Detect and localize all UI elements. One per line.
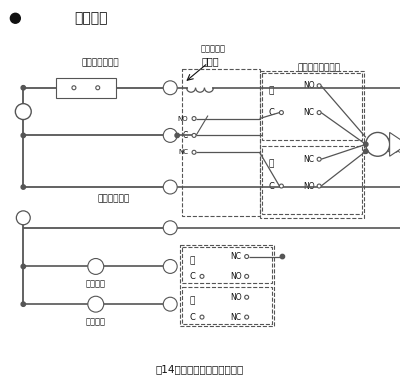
Circle shape <box>10 13 20 23</box>
Circle shape <box>192 150 196 154</box>
Circle shape <box>163 260 177 273</box>
Circle shape <box>200 315 204 319</box>
Text: ⑤: ⑤ <box>167 263 174 270</box>
Circle shape <box>163 81 177 95</box>
Circle shape <box>163 297 177 311</box>
Text: 全開信号: 全開信号 <box>86 318 106 326</box>
Bar <box>261 146 362 214</box>
Bar <box>56 78 115 98</box>
Circle shape <box>21 133 26 137</box>
Circle shape <box>317 184 321 188</box>
Text: 開: 開 <box>269 86 274 95</box>
Circle shape <box>279 111 284 114</box>
Circle shape <box>192 117 196 121</box>
Circle shape <box>245 255 249 258</box>
Text: 配線端子: 配線端子 <box>74 11 107 25</box>
Polygon shape <box>390 132 401 156</box>
Circle shape <box>279 184 284 188</box>
Circle shape <box>175 133 179 137</box>
Circle shape <box>21 86 26 90</box>
Text: ①: ① <box>167 85 174 91</box>
Circle shape <box>317 111 321 114</box>
Bar <box>182 287 272 324</box>
Circle shape <box>21 264 26 269</box>
Circle shape <box>163 129 177 142</box>
Circle shape <box>88 258 104 275</box>
Text: C: C <box>189 272 195 281</box>
Text: 図14　内部結線と外部結線例: 図14 内部結線と外部結線例 <box>156 364 244 374</box>
Circle shape <box>317 84 321 88</box>
Circle shape <box>200 275 204 278</box>
Circle shape <box>364 149 368 154</box>
Circle shape <box>72 86 76 90</box>
Circle shape <box>96 86 100 90</box>
Bar <box>182 69 259 216</box>
Text: ③: ③ <box>167 184 174 190</box>
Text: 閉: 閉 <box>189 256 195 265</box>
Text: 閉: 閉 <box>269 160 274 169</box>
Circle shape <box>192 133 196 137</box>
Circle shape <box>21 302 26 306</box>
Text: NO: NO <box>304 182 315 190</box>
Text: ~: ~ <box>18 106 28 119</box>
Text: C: C <box>269 108 274 117</box>
Text: NC: NC <box>178 149 188 155</box>
Text: アース用端子: アース用端子 <box>97 194 130 204</box>
Bar <box>182 247 272 283</box>
Text: 全閉信号: 全閉信号 <box>86 280 106 289</box>
Text: 端子台番号: 端子台番号 <box>200 45 225 53</box>
Text: リレー: リレー <box>201 56 219 66</box>
Circle shape <box>15 104 31 119</box>
Circle shape <box>317 157 321 161</box>
Circle shape <box>245 315 249 319</box>
Text: NC: NC <box>230 313 241 321</box>
Circle shape <box>21 185 26 189</box>
Circle shape <box>163 221 177 235</box>
Text: ⑥: ⑥ <box>167 301 174 307</box>
Bar <box>180 245 274 326</box>
Text: NO: NO <box>178 116 188 121</box>
Bar <box>259 71 364 218</box>
Text: ②: ② <box>167 132 174 138</box>
Bar <box>261 73 362 141</box>
Text: NO: NO <box>230 293 241 302</box>
Text: NC: NC <box>304 155 315 164</box>
Text: C: C <box>269 182 274 190</box>
Circle shape <box>364 142 368 147</box>
Text: NC: NC <box>304 108 315 117</box>
Circle shape <box>280 254 285 259</box>
Text: 二位置式調節器: 二位置式調節器 <box>82 58 119 68</box>
Text: 開: 開 <box>189 297 195 306</box>
Text: NC: NC <box>230 252 241 261</box>
Circle shape <box>366 132 390 156</box>
Circle shape <box>245 295 249 299</box>
Text: M: M <box>372 139 383 149</box>
Circle shape <box>16 211 30 225</box>
Text: ④: ④ <box>167 225 174 231</box>
Text: NO: NO <box>230 272 241 281</box>
Circle shape <box>245 275 249 278</box>
Text: C: C <box>189 313 195 321</box>
Circle shape <box>88 296 104 312</box>
Text: C: C <box>183 131 188 140</box>
Circle shape <box>163 180 177 194</box>
Text: NO: NO <box>304 81 315 90</box>
Text: マイクロスイッチ: マイクロスイッチ <box>298 63 340 73</box>
